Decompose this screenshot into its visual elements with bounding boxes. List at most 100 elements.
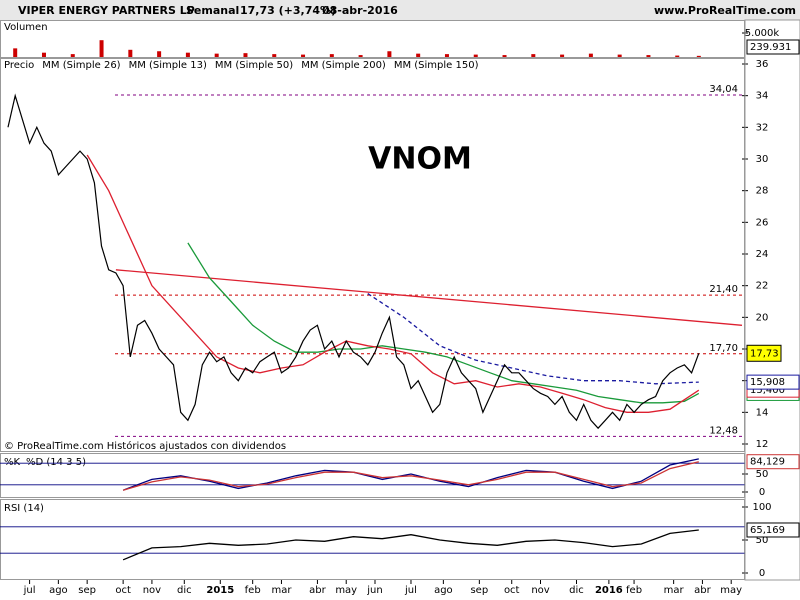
volume-label: 239.931	[750, 42, 791, 53]
header-title: VIPER ENERGY PARTNERS LP	[18, 4, 195, 17]
x-tick-label: nov	[143, 585, 161, 596]
x-tick-label: ago	[434, 585, 453, 596]
header-site: www.ProRealTime.com	[654, 4, 796, 17]
volume-bar	[502, 55, 507, 57]
level-label: 21,40	[709, 284, 738, 295]
legend-entry: MM (Simple 50)	[215, 60, 293, 71]
volume-bar	[588, 53, 593, 57]
volume-bar	[675, 55, 680, 57]
panel-title: %K	[4, 457, 21, 468]
x-tick-label: dic	[177, 585, 192, 596]
x-tick-label: 2015	[206, 585, 234, 596]
panel-title: Volumen	[4, 22, 48, 33]
y-tick-label: 34	[756, 91, 769, 102]
volume-bar	[214, 53, 219, 57]
y-tick-label: 12	[756, 439, 769, 450]
x-tick-label: may	[335, 585, 357, 596]
moving-average	[187, 242, 700, 404]
price-label-box	[746, 344, 782, 362]
volume-bar	[531, 54, 536, 57]
footer-note: © ProRealTime.com Históricos ajustados c…	[4, 440, 286, 452]
y-tick-label: 28	[756, 186, 769, 197]
volume-bar	[560, 54, 565, 57]
y-tick-label: 20	[756, 312, 769, 323]
level-label: 17,70	[709, 343, 738, 354]
x-tick-label: jul	[404, 585, 417, 596]
volume-bar	[387, 51, 392, 57]
y-tick-label: 0	[759, 568, 765, 579]
x-tick-label: dic	[569, 585, 584, 596]
y-tick-label: 50	[756, 469, 769, 480]
volume-bar	[444, 54, 449, 57]
y-tick-label: 26	[756, 217, 769, 228]
volume-bar	[617, 54, 622, 57]
x-tick-label: nov	[531, 585, 549, 596]
y-tick-label: 36	[756, 59, 769, 70]
volume-label-box	[746, 39, 800, 55]
y-tick-label: 50	[756, 535, 769, 546]
x-tick-label: oct	[504, 585, 520, 596]
volume-bar	[473, 54, 478, 57]
header-bar	[0, 0, 800, 20]
volume-bar	[185, 52, 190, 57]
volume-bar	[99, 40, 104, 57]
legend-entry: MM (Simple 13)	[129, 60, 207, 71]
x-tick-label: sep	[470, 585, 488, 596]
chart-title: VNOM	[368, 142, 472, 177]
x-tick-label: may	[720, 585, 742, 596]
legend-entry: Precio	[4, 60, 34, 71]
level-label: 34,04	[709, 84, 738, 95]
y-tick-label: 22	[756, 281, 769, 292]
level-label: 12,48	[709, 425, 738, 436]
y-tick-label: 32	[756, 122, 769, 133]
ma-value-label: 15,908	[750, 377, 785, 388]
x-tick-label: mar	[664, 585, 685, 596]
volume-bar	[646, 55, 651, 57]
legend-entry: MM (Simple 200)	[301, 60, 386, 71]
volume-bar	[329, 54, 334, 57]
moving-average	[367, 293, 699, 385]
x-tick-label: mar	[271, 585, 292, 596]
x-tick-label: jul	[23, 585, 36, 596]
y-tick-label: 5.000k	[745, 28, 780, 39]
volume-bar	[70, 54, 75, 57]
indicator-value-label-box	[746, 522, 800, 538]
y-tick-label: 14	[756, 407, 769, 418]
x-tick-label: 2016	[595, 585, 623, 596]
price-line	[7, 93, 700, 430]
x-tick-label: feb	[245, 585, 261, 596]
legend-entry: MM (Simple 150)	[394, 60, 479, 71]
indicator-value-label: 65,169	[750, 525, 785, 536]
x-tick-label: feb	[626, 585, 642, 596]
panel-subtitle: %D (14 3 5)	[26, 457, 86, 468]
y-tick-label: 24	[756, 249, 769, 260]
axis-panel	[744, 19, 800, 581]
volume-bar	[272, 54, 277, 57]
panel-title: RSI (14)	[4, 503, 44, 514]
y-tick-label: 30	[756, 154, 769, 165]
indicator-line	[122, 458, 699, 491]
trend-line	[115, 269, 743, 326]
moving-average	[86, 154, 700, 413]
header-quote: 17,73 (+3,74%)	[240, 4, 336, 17]
legend-entry: MM (Simple 26)	[42, 60, 120, 71]
ma-value-label: 15,400	[750, 385, 785, 396]
volume-bar	[696, 55, 701, 57]
ma-value-label-box	[746, 374, 800, 390]
volume-bar	[41, 52, 46, 57]
volume-bar	[13, 48, 18, 57]
x-tick-label: oct	[115, 585, 131, 596]
header-period: Semanal	[186, 4, 239, 17]
indicator-value-label: 84,129	[750, 457, 785, 468]
x-tick-label: sep	[78, 585, 96, 596]
volume-bar	[128, 49, 133, 57]
volume-bar	[358, 55, 363, 57]
indicator-line	[122, 461, 699, 491]
volume-bar	[416, 53, 421, 57]
volume-bar	[243, 53, 248, 57]
indicator-value-label-box	[746, 454, 800, 470]
volume-bar	[301, 54, 306, 57]
indicator-line	[122, 529, 699, 561]
y-tick-label: 100	[752, 502, 771, 513]
